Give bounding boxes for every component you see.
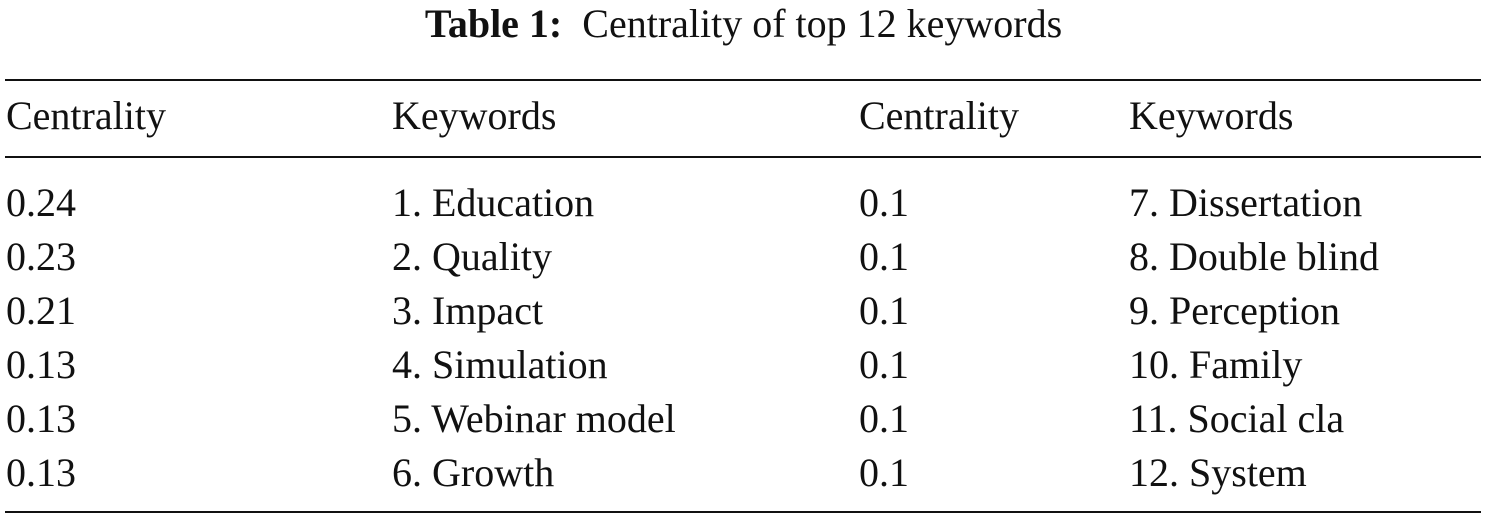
- centrality-cell: 0.13: [6, 342, 76, 387]
- centrality-cell: 0.24: [6, 180, 76, 225]
- header-centrality-right: Centrality: [859, 93, 1019, 138]
- keyword-cell: 3. Impact: [392, 288, 544, 333]
- keyword-cell: 5. Webinar model: [392, 396, 676, 441]
- keyword-cell: 2. Quality: [392, 234, 552, 279]
- centrality-cell: 0.1: [859, 342, 909, 387]
- keyword-cell: 1. Education: [392, 180, 595, 225]
- keyword-cell: 10. Family: [1129, 342, 1303, 387]
- table-label: Table 1:: [424, 1, 563, 46]
- table-caption: Table 1: Centrality of top 12 keywords: [0, 2, 1487, 46]
- centrality-cell: 0.13: [6, 450, 76, 495]
- keyword-cell: 6. Growth: [392, 450, 555, 495]
- top-rule: [5, 79, 1481, 81]
- centrality-cell: 0.1: [859, 288, 909, 333]
- table-title: Centrality of top 12 keywords: [582, 1, 1063, 46]
- centrality-cell: 0.13: [6, 396, 76, 441]
- keyword-cell: 12. System: [1129, 450, 1307, 495]
- keyword-cell: 7. Dissertation: [1129, 180, 1363, 225]
- centrality-cell: 0.1: [859, 396, 909, 441]
- keyword-cell: 8. Double blind: [1129, 234, 1379, 279]
- header-keywords-right: Keywords: [1129, 93, 1294, 138]
- keyword-cell: 11. Social cla: [1129, 396, 1345, 441]
- centrality-cell: 0.23: [6, 234, 76, 279]
- keyword-cell: 9. Perception: [1129, 288, 1341, 333]
- bottom-rule: [5, 511, 1481, 513]
- keyword-cell: 4. Simulation: [392, 342, 608, 387]
- header-centrality-left: Centrality: [6, 93, 166, 138]
- centrality-cell: 0.1: [859, 450, 909, 495]
- centrality-cell: 0.1: [859, 234, 909, 279]
- centrality-cell: 0.1: [859, 180, 909, 225]
- centrality-cell: 0.21: [6, 288, 76, 333]
- header-keywords-left: Keywords: [392, 93, 557, 138]
- header-rule: [5, 156, 1481, 158]
